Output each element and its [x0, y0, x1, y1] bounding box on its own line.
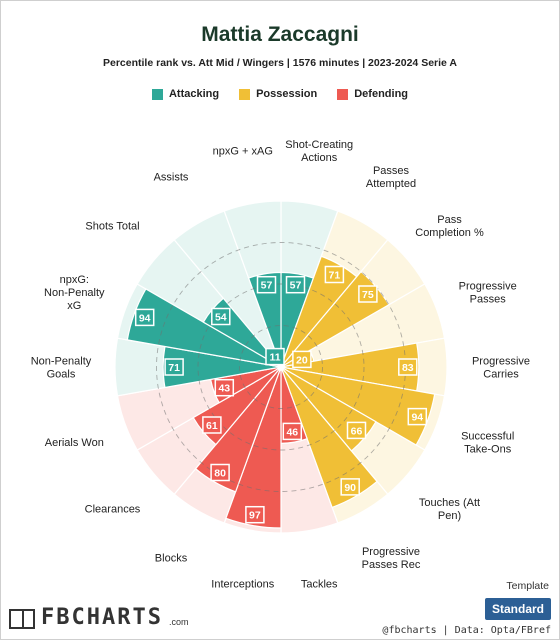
- legend-item-defending: Defending: [337, 88, 408, 100]
- category-label-interceptions: Interceptions: [211, 579, 274, 591]
- category-label-assists: Assists: [154, 172, 189, 184]
- brand-logo: FBCHARTS .com: [9, 607, 188, 629]
- badge-tackles: [282, 422, 303, 441]
- badge-successful-take-ons: [407, 407, 428, 426]
- legend-item-possession: Possession: [239, 88, 317, 100]
- template-standard-button[interactable]: Standard: [485, 598, 551, 620]
- legend-swatch-possession: [239, 88, 251, 100]
- category-label-non-penalty-goals: Non-Penalty Goals: [31, 356, 92, 381]
- badge-clearances: [202, 416, 222, 434]
- bar-npxg-non-penalty-xg: [126, 288, 282, 368]
- badge-blocks: [210, 463, 230, 482]
- legend-label-attacking: Attacking: [168, 88, 220, 100]
- category-label-blocks: Blocks: [155, 553, 188, 565]
- legend-item-attacking: Attacking: [151, 88, 220, 100]
- value-label-clearances: 61: [206, 420, 218, 432]
- value-label-passes-attempted: 71: [329, 270, 341, 282]
- category-label-touches-att-pen: Touches (Att Pen): [419, 497, 480, 522]
- category-label-clearances: Clearances: [85, 503, 141, 515]
- badge-non-penalty-goals: [164, 358, 184, 376]
- badge-assists: [265, 347, 285, 366]
- badge-interceptions: [245, 505, 265, 524]
- value-label-pass-completion: 75: [362, 289, 374, 301]
- grid-ring: [197, 283, 365, 451]
- bar-interceptions: [225, 366, 282, 529]
- badge-aerials-won: [214, 378, 235, 397]
- category-labels: Shot-Creating Actions Passes Attempted Pass C…: [31, 139, 530, 591]
- chart-title: Mattia Zaccagni: [201, 23, 359, 46]
- category-label-npxg-non-penalty-xg: npxG: Non-Penalty xG: [44, 274, 105, 312]
- category-label-successful-take-ons: Successful Take-Ons: [461, 431, 514, 456]
- pitch-icon: [9, 609, 35, 629]
- bar-progressive-passes-rec: [280, 366, 378, 509]
- category-label-shots-total: Shots Total: [85, 221, 139, 233]
- category-label-pass-completion: Pass Completion %: [415, 214, 484, 239]
- value-label-aerials-won: 43: [218, 383, 230, 395]
- category-label-progressive-passes: Progressive Passes: [459, 280, 517, 305]
- legend-swatch-attacking: [151, 88, 163, 100]
- badge-progressive-passes-rec: [340, 478, 360, 496]
- category-label-progressive-carries: Progressive Carries: [472, 356, 530, 381]
- value-label-interceptions: 97: [249, 510, 261, 522]
- badge-shots-total: [211, 307, 231, 326]
- grid-ring: [239, 325, 323, 409]
- badge-npxg-xag: [256, 275, 277, 294]
- value-label-npxg-non-penalty-xg: 94: [139, 312, 151, 324]
- badge-progressive-carries: [398, 358, 418, 376]
- badge-progressive-passes: [292, 350, 312, 369]
- legend-label-possession: Possession: [256, 88, 318, 100]
- bar-successful-take-ons: [280, 366, 436, 446]
- category-label-npxg-xag: npxG + xAG: [213, 145, 273, 157]
- value-label-touches-att-pen: 66: [351, 425, 363, 437]
- category-label-progressive-passes-rec: Progressive Passes Rec: [362, 546, 421, 571]
- bar-npxg-xag: [247, 271, 282, 368]
- bar-blocks: [194, 366, 282, 493]
- legend: Attacking Possession Defending: [1, 88, 559, 100]
- value-label-non-penalty-goals: 71: [168, 362, 180, 374]
- badge-passes-attempted: [324, 265, 345, 284]
- value-label-npxg-xag: 57: [261, 280, 273, 292]
- category-label-shot-creating-actions: Shot-Creating Actions: [285, 139, 353, 164]
- template-label: Template: [506, 580, 549, 592]
- value-label-blocks: 80: [214, 468, 226, 480]
- value-label-tackles: 46: [286, 426, 298, 438]
- category-label-aerials-won: Aerials Won: [45, 437, 104, 449]
- brand-name: FBCHARTS: [41, 605, 163, 630]
- value-label-shots-total: 54: [215, 312, 227, 324]
- badge-npxg-non-penalty-xg: [134, 308, 155, 327]
- value-badges: 57 71 75 20 83 94 66 90 46 97 80 61 43 71 94 54 11 57: [134, 265, 428, 524]
- value-label-assists: 11: [269, 352, 280, 364]
- chart-subtitle: Percentile rank vs. Att Mid / Wingers | …: [103, 57, 457, 69]
- value-label-successful-take-ons: 94: [411, 412, 423, 424]
- legend-label-defending: Defending: [354, 88, 409, 100]
- badge-pass-completion: [358, 285, 378, 303]
- category-label-passes-attempted: Passes Attempted: [366, 165, 416, 190]
- value-label-progressive-passes-rec: 90: [344, 482, 356, 494]
- value-label-shot-creating-actions: 57: [290, 280, 302, 292]
- badge-shot-creating-actions: [285, 275, 306, 294]
- footer-credit: @fbcharts | Data: Opta/FBref: [382, 625, 551, 636]
- category-label-tackles: Tackles: [301, 579, 338, 591]
- value-label-progressive-passes: 20: [296, 354, 308, 366]
- badge-touches-att-pen: [346, 421, 367, 440]
- brand-suffix: .com: [168, 617, 189, 627]
- value-label-progressive-carries: 83: [402, 362, 414, 374]
- legend-swatch-defending: [337, 88, 349, 100]
